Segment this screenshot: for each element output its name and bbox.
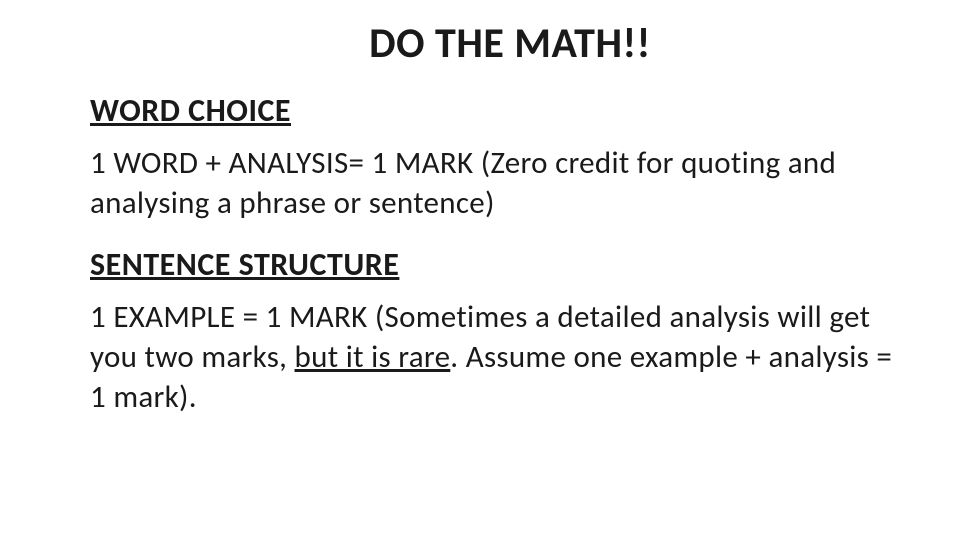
slide-title: DO THE MATH!! [120,18,900,69]
section1-heading: WORD CHOICE [90,91,930,130]
accent-stripe [0,0,90,540]
section2-body: 1 EXAMPLE = 1 MARK (Sometimes a detailed… [90,298,910,417]
slide-content: DO THE MATH!! WORD CHOICE 1 WORD + ANALY… [90,0,930,439]
section2-body-underlined: but it is rare [295,338,451,376]
section2-heading: SENTENCE STRUCTURE [90,245,930,284]
section1-body: 1 WORD + ANALYSIS= 1 MARK (Zero credit f… [90,144,910,223]
